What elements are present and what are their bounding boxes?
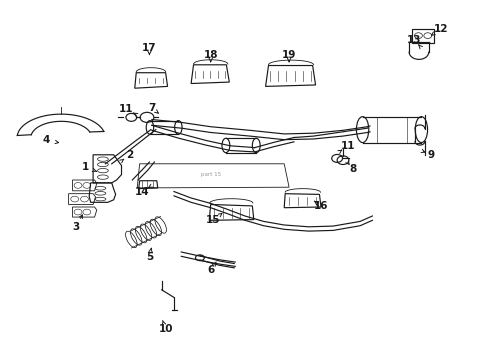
Text: 12: 12 [434, 24, 448, 34]
Text: 7: 7 [148, 103, 156, 113]
Text: 5: 5 [146, 252, 153, 262]
Text: 10: 10 [158, 324, 173, 334]
Text: 1: 1 [82, 162, 89, 172]
Text: 15: 15 [206, 215, 220, 225]
Text: part 15: part 15 [200, 172, 221, 177]
Text: 14: 14 [135, 186, 149, 197]
Text: 11: 11 [341, 141, 355, 151]
Text: 18: 18 [203, 50, 218, 60]
Text: 17: 17 [142, 42, 157, 53]
Text: 4: 4 [43, 135, 50, 145]
Text: 3: 3 [73, 222, 79, 232]
Text: 11: 11 [119, 104, 134, 114]
Text: 6: 6 [207, 265, 214, 275]
Text: 9: 9 [428, 150, 435, 160]
Text: 13: 13 [407, 35, 421, 45]
Text: 2: 2 [126, 150, 133, 160]
Text: 19: 19 [282, 50, 296, 60]
Text: 8: 8 [349, 164, 356, 174]
Text: 16: 16 [314, 201, 328, 211]
